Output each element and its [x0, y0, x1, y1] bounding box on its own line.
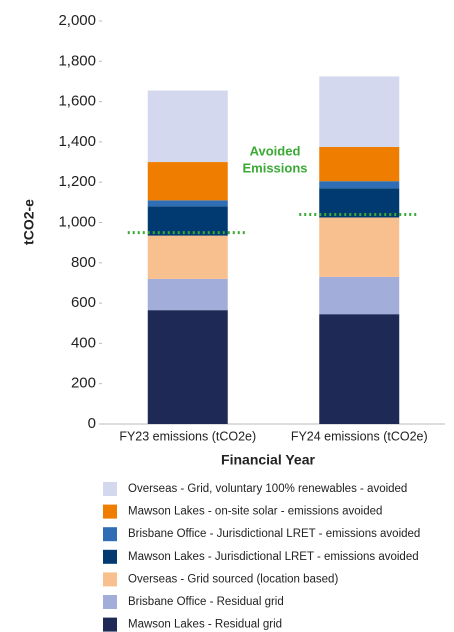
- legend-label: Brisbane Office - Jurisdictional LRET - …: [128, 528, 420, 540]
- bar-segment: [147, 90, 228, 163]
- legend-label: Mawson Lakes - on-site solar - emissions…: [128, 506, 382, 518]
- y-tick-label: 1,800: [58, 52, 96, 69]
- y-tick-label: 600: [71, 294, 96, 311]
- legend-label: Overseas - Grid, voluntary 100% renewabl…: [128, 483, 407, 495]
- bar-segment: [319, 314, 400, 424]
- legend-swatch: [103, 617, 117, 632]
- bar-segment: [319, 76, 400, 147]
- y-tick-label: 400: [71, 334, 96, 351]
- y-tick-label: 1,600: [58, 93, 96, 110]
- legend-swatch: [103, 527, 117, 542]
- legend-label: Overseas - Grid sourced (location based): [128, 573, 338, 585]
- annotation: Emissions: [242, 160, 307, 175]
- bar-segment: [319, 181, 400, 189]
- y-tick-label: 0: [88, 415, 96, 432]
- bar-segment: [147, 310, 228, 424]
- x-axis-title: Financial Year: [221, 452, 315, 468]
- x-tick-label: FY23 emissions (tCO2e): [119, 429, 256, 443]
- legend-swatch: [103, 572, 117, 587]
- bar-segment: [147, 235, 228, 279]
- x-tick-label: FY24 emissions (tCO2e): [291, 429, 428, 443]
- bar-segment: [319, 146, 400, 182]
- legend-label: Mawson Lakes - Jurisdictional LRET - emi…: [128, 551, 419, 563]
- y-axis-title: tCO2-e: [21, 199, 37, 245]
- bar-segment: [319, 276, 400, 315]
- bar-segment: [319, 188, 400, 218]
- y-tick-label: 2,000: [58, 12, 96, 29]
- legend-swatch: [103, 482, 117, 496]
- y-tick-label: 1,200: [58, 173, 96, 190]
- legend-swatch: [103, 595, 117, 609]
- legend-label: Mawson Lakes - Residual grid: [128, 619, 282, 631]
- bar-segment: [147, 278, 228, 311]
- bar-segment: [147, 206, 228, 236]
- bar-segment: [147, 162, 228, 201]
- y-tick-label: 200: [71, 375, 96, 392]
- legend-swatch: [103, 549, 117, 564]
- bar-segment: [147, 200, 228, 207]
- y-tick-label: 1,400: [58, 133, 96, 150]
- annotation: Avoided: [250, 143, 301, 158]
- legend-label: Brisbane Office - Residual grid: [128, 596, 284, 608]
- bar-segment: [319, 217, 400, 277]
- legend-swatch: [103, 504, 117, 519]
- y-tick-label: 1,000: [58, 213, 96, 230]
- y-tick-label: 800: [71, 254, 96, 271]
